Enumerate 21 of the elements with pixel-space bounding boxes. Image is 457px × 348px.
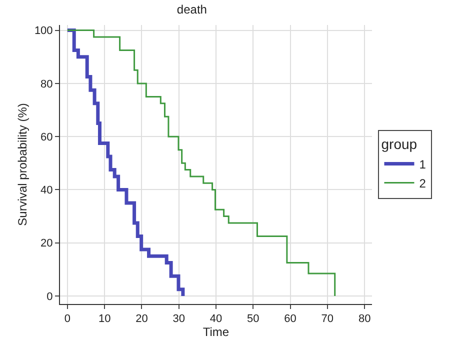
x-tick-label: 20 (136, 313, 148, 326)
y-tick-label: 20 (40, 238, 53, 250)
y-tick-label: 40 (40, 184, 53, 197)
y-tick-label: 100 (34, 25, 53, 38)
y-tick-label: 60 (40, 131, 53, 144)
x-tick-label: 60 (284, 313, 296, 326)
x-tick-label: 50 (247, 313, 260, 326)
legend-label: 2 (419, 176, 426, 190)
x-axis-title: Time (202, 325, 230, 340)
x-tick-label: 80 (358, 313, 371, 326)
y-axis-title: Survival probability (%) (16, 103, 30, 226)
x-tick-label: 10 (98, 313, 111, 326)
x-tick-label: 70 (321, 313, 334, 326)
y-tick-label: 0 (46, 290, 53, 303)
y-tick-label: 80 (40, 78, 53, 90)
x-tick-label: 40 (210, 313, 222, 326)
x-tick-label: 30 (172, 313, 185, 326)
legend-label: 1 (419, 157, 426, 172)
legend-title: group (381, 136, 418, 152)
chart-title: death (176, 2, 207, 17)
x-tick-label: 0 (64, 313, 70, 326)
